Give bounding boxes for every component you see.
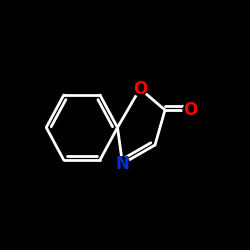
Circle shape xyxy=(116,157,130,171)
Text: N: N xyxy=(116,155,130,173)
Text: O: O xyxy=(133,80,147,98)
Circle shape xyxy=(133,82,147,96)
Text: O: O xyxy=(183,101,197,119)
Circle shape xyxy=(183,103,197,117)
